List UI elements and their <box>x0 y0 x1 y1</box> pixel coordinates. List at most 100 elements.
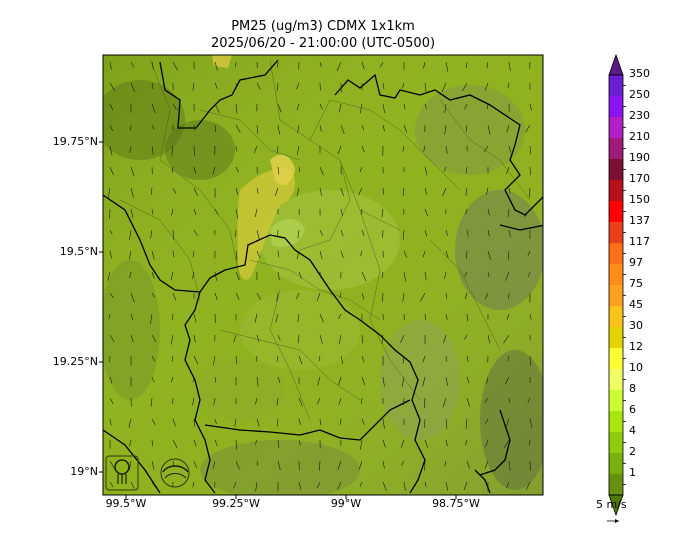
wind-arrow <box>424 166 428 176</box>
wind-arrow <box>129 229 132 240</box>
wind-arrow <box>151 376 155 383</box>
wind-arrow <box>150 313 153 324</box>
wind-arrow <box>508 460 511 471</box>
wind-arrow <box>506 166 510 175</box>
wind-arrow <box>151 355 156 362</box>
lat-label-19: 19°N <box>70 465 98 478</box>
wind-arrow <box>445 250 449 259</box>
wind-arrow <box>483 145 489 153</box>
wind-arrow <box>253 145 258 154</box>
colorbar-segment <box>609 348 623 369</box>
wind-arrow <box>297 229 300 239</box>
wind-arrow <box>276 418 279 427</box>
wind-arrow <box>235 439 237 450</box>
wind-arrow <box>382 418 385 429</box>
wind-arrow <box>235 250 238 261</box>
axis-ticks <box>99 141 457 499</box>
wind-arrow <box>337 145 342 155</box>
wind-arrow <box>235 208 239 219</box>
wind-arrow <box>360 397 363 405</box>
wind-arrow <box>336 61 342 72</box>
wind-arrow <box>529 103 532 111</box>
colorbar-segment <box>609 390 623 411</box>
wind-arrow <box>109 208 111 219</box>
wind-arrow <box>340 187 344 197</box>
wind-arrow <box>319 460 321 471</box>
wind-arrow <box>277 61 279 68</box>
wind-arrow <box>424 82 427 92</box>
wind-arrow <box>445 313 448 320</box>
wind-arrow <box>193 418 195 427</box>
wind-arrow <box>109 355 111 363</box>
wind-arrow <box>214 82 218 89</box>
wind-arrow <box>464 103 468 110</box>
wind-arrow <box>484 460 489 469</box>
wind-arrow <box>338 397 342 405</box>
wind-arrow <box>109 145 113 156</box>
wind-arrow <box>465 166 468 174</box>
wind-arrow <box>256 418 260 427</box>
wind-arrow <box>296 187 300 197</box>
wind-arrow <box>192 397 195 406</box>
wind-arrow <box>109 397 114 404</box>
colorbar <box>608 53 626 517</box>
wind-arrow <box>466 229 469 237</box>
wind-arrow <box>297 124 300 134</box>
wind-arrow <box>466 250 468 259</box>
wind-arrow <box>276 355 279 362</box>
wind-arrow <box>503 334 510 344</box>
wind-arrow <box>255 397 258 405</box>
wind-arrow <box>339 292 342 299</box>
wind-arrow <box>360 103 363 114</box>
wind-arrow <box>319 334 323 344</box>
wind-arrow <box>296 145 300 155</box>
wind-arrow <box>524 208 531 217</box>
wind-arrow <box>172 103 177 110</box>
wind-arrow <box>172 250 175 258</box>
wind-arrow <box>130 334 134 343</box>
wind-arrow <box>319 187 322 196</box>
wind-arrow <box>400 334 405 343</box>
wind-arrow <box>277 439 280 448</box>
wind-arrow <box>109 82 116 92</box>
lon-label-99: 99°W <box>330 497 362 510</box>
wind-arrow <box>462 82 468 92</box>
wind-arrow <box>151 82 154 90</box>
wind-arrow <box>276 292 279 302</box>
wind-arrow <box>151 418 156 425</box>
aire-logo <box>160 458 190 488</box>
wind-arrow <box>487 208 490 216</box>
wind-arrow <box>361 355 365 363</box>
lat-label-19-5: 19.5°N <box>59 245 98 258</box>
wind-arrow <box>172 313 174 321</box>
wind-arrow <box>466 376 470 384</box>
wind-arrow <box>402 229 405 240</box>
wind-arrow <box>317 376 321 386</box>
wind-arrow <box>424 187 427 195</box>
wind-arrow <box>424 208 428 217</box>
wind-arrow <box>235 460 240 470</box>
wind-arrow <box>441 82 447 93</box>
wind-arrow <box>298 481 302 490</box>
wind-arrow <box>316 292 321 301</box>
wind-arrow <box>445 439 448 447</box>
colorbar-label: 4 <box>629 424 636 437</box>
wind-arrow <box>508 187 511 194</box>
wind-arrow <box>503 439 510 449</box>
lat-label-19-25: 19.25°N <box>52 355 98 368</box>
colorbar-segment <box>609 327 623 348</box>
lon-label-99-5: 99.5°W <box>105 497 147 510</box>
wind-arrow <box>109 250 112 259</box>
wind-arrow <box>316 481 321 489</box>
wind-arrow <box>422 250 426 258</box>
wind-arrow <box>192 376 195 383</box>
colorbar-segment <box>609 159 623 180</box>
wind-arrow <box>529 166 531 176</box>
wind-arrow <box>235 103 238 114</box>
wind-arrow <box>256 82 261 90</box>
wind-arrow <box>337 460 342 470</box>
wind-arrow <box>382 103 385 114</box>
wind-arrow <box>296 82 300 90</box>
colorbar-label: 250 <box>629 88 650 101</box>
